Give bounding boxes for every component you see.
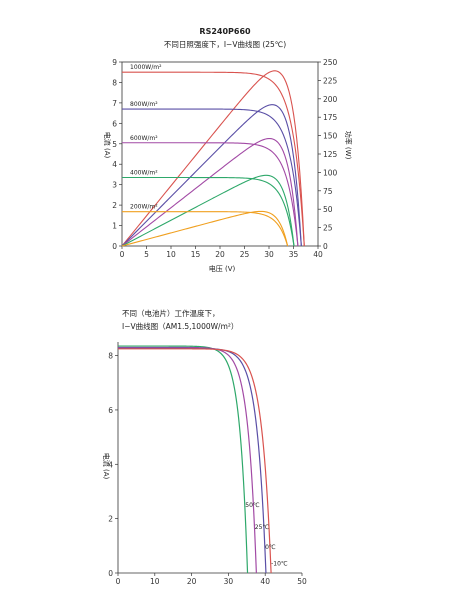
chart1-pv-curve xyxy=(121,174,295,247)
chart1-series-label: 400W/m² xyxy=(130,170,158,177)
chart1-y2-tick-label: 225 xyxy=(323,76,338,85)
chart-temperature: 不同（电池片）工作温度下， I−V曲线图（AM1.5,1000W/m²） 0 10… xyxy=(102,308,307,586)
chart1-x-axis-label: 电压 (V) xyxy=(209,264,236,273)
chart1-x-tick-label: 25 xyxy=(240,250,250,259)
chart1-series-label: 200W/m² xyxy=(130,204,158,211)
chart1-pv-curve xyxy=(121,104,302,247)
chart1-x-tick-label: 30 xyxy=(264,250,274,259)
chart1-pv-curve xyxy=(121,70,305,247)
chart1-iv-curve xyxy=(122,71,305,247)
chart1-y-tick-label: 2 xyxy=(112,201,117,210)
chart1-x-tick-label: 10 xyxy=(166,250,176,259)
chart1-y-tick-label: 5 xyxy=(112,140,117,149)
chart1-y-tick-label: 4 xyxy=(112,160,117,169)
chart2-x-tick-label: 20 xyxy=(187,577,197,586)
chart1-series-labels: 1000W/m² 800W/m² 600W/m² 400W/m² 200W/m² xyxy=(130,64,162,210)
chart1-y-tick-label: 3 xyxy=(112,181,117,190)
chart2-y-tick-label: 0 xyxy=(108,569,113,578)
chart1-y2-axis-label: 功率 (W) xyxy=(344,131,353,160)
chart1-iv-curve xyxy=(122,176,295,247)
chart1-y-tick-label: 8 xyxy=(112,78,117,87)
chart1-x-tick-label: 5 xyxy=(144,250,149,259)
chart1-y2-tick-label: 250 xyxy=(323,58,338,67)
chart1-series-label: 800W/m² xyxy=(130,101,158,108)
chart1-series-label: 600W/m² xyxy=(130,135,158,142)
chart-irradiance: RS240P660 不同日照强度下，I−V曲线图 (25℃) 0 5 10 15 20 2… xyxy=(103,27,353,273)
chart2-iv-curve xyxy=(118,345,249,574)
chart1-y-tick-label: 9 xyxy=(112,58,117,67)
chart1-iv-curve xyxy=(122,211,289,247)
chart2-series-labels: 50℃ 25℃ 0℃ -10℃ xyxy=(245,502,288,567)
chart2-axes: 0 10 20 30 40 50 0 2 4 6 8 xyxy=(108,342,307,586)
chart2-y-tick-label: 8 xyxy=(108,352,113,361)
chart1-x-tick-label: 35 xyxy=(289,250,299,259)
chart2-series xyxy=(118,345,272,574)
chart1-iv-curve xyxy=(122,108,302,247)
chart2-subtitle: I−V曲线图（AM1.5,1000W/m²） xyxy=(122,321,238,331)
chart2-series-label: 50℃ xyxy=(245,502,260,509)
chart2-x-tick-label: 50 xyxy=(297,577,307,586)
chart1-y2-tick-label: 50 xyxy=(323,205,333,214)
chart1-y-tick-label: 6 xyxy=(112,119,117,128)
chart1-pv-curve xyxy=(121,137,299,247)
chart2-series-label: 25℃ xyxy=(255,524,270,531)
chart1-y-tick-label: 7 xyxy=(112,99,117,108)
chart1-pv-curve xyxy=(121,210,289,247)
chart1-y2-tick-label: 175 xyxy=(323,113,338,122)
chart1-series-label: 1000W/m² xyxy=(130,64,162,71)
chart2-y-tick-label: 4 xyxy=(108,460,113,469)
chart1-axes: 0 5 10 15 20 25 30 35 40012345678902550751001251… xyxy=(112,58,337,259)
chart1-x-tick-label: 15 xyxy=(191,250,201,259)
chart2-x-tick-label: 40 xyxy=(260,577,270,586)
chart1-y2-tick-label: 125 xyxy=(323,150,338,159)
chart1-y2-tick-label: 150 xyxy=(323,132,338,141)
chart1-y2-tick-label: 25 xyxy=(323,224,333,233)
chart2-y-tick-label: 6 xyxy=(108,406,113,415)
chart1-y2-tick-label: 75 xyxy=(323,187,333,196)
chart2-x-tick-label: 10 xyxy=(150,577,160,586)
chart1-x-tick-label: 20 xyxy=(215,250,225,259)
chart2-title: 不同（电池片）工作温度下， xyxy=(122,308,220,318)
chart1-x-tick-label: 0 xyxy=(120,250,125,259)
chart1-title: RS240P660 xyxy=(199,27,251,36)
chart1-y-tick-label: 1 xyxy=(112,222,117,231)
chart2-y-axis-label: 电流 (A) xyxy=(102,453,111,480)
chart1-y2-tick-label: 100 xyxy=(323,168,338,177)
chart1-iv-curve xyxy=(122,142,299,247)
chart2-series-label: 0℃ xyxy=(265,544,276,551)
chart1-x-tick-label: 40 xyxy=(313,250,323,259)
chart2-y-tick-label: 2 xyxy=(108,515,113,524)
chart1-series xyxy=(121,70,305,247)
chart2-iv-curve xyxy=(118,348,272,574)
chart1-subtitle: 不同日照强度下，I−V曲线图 (25℃) xyxy=(164,39,286,49)
chart2-x-tick-label: 30 xyxy=(224,577,234,586)
chart1-y2-tick-label: 0 xyxy=(323,242,328,251)
chart1-y-axis-label: 电流 (A) xyxy=(103,132,112,159)
chart2-x-tick-label: 0 xyxy=(116,577,121,586)
chart1-y-tick-label: 0 xyxy=(112,242,117,251)
chart2-series-label: -10℃ xyxy=(271,560,288,567)
chart2-iv-curve xyxy=(118,346,257,574)
chart1-y2-tick-label: 200 xyxy=(323,95,338,104)
chart2-iv-curve xyxy=(118,347,267,574)
